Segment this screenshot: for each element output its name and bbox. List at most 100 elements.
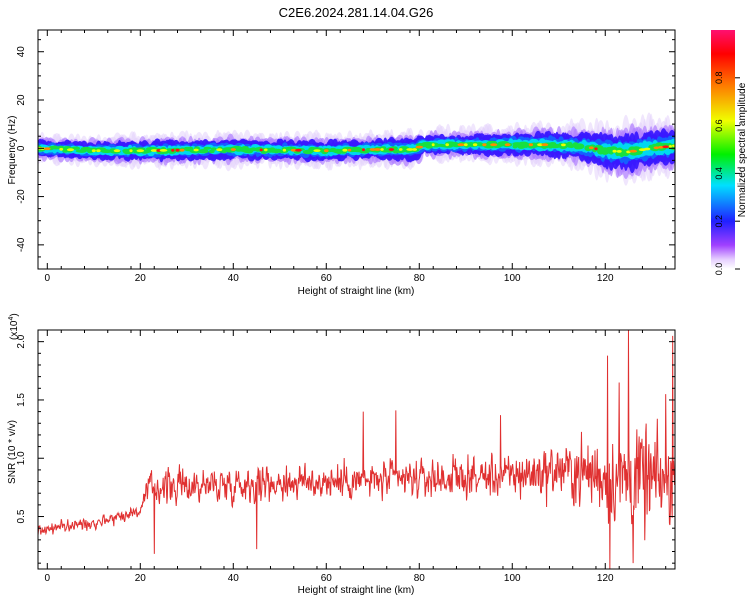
spectrogram-ridge xyxy=(38,112,675,186)
colorbar-ticks: 0.0 0.2 0.4 0.6 0.8 xyxy=(714,72,740,276)
spectrogram-hotspot xyxy=(380,148,384,151)
spectrogram-hotspot xyxy=(136,149,145,153)
snr-xtick-label-5: 100 xyxy=(504,573,521,584)
colorbar-tick-label-0: 0.0 xyxy=(714,263,724,276)
spectrogram-hotspot xyxy=(362,148,365,152)
spectrogram-frame xyxy=(37,29,676,270)
snr-ylabel: SNR (10 * v/v) xyxy=(7,420,18,484)
spectrogram-hotspot xyxy=(561,143,566,147)
snr-xlabel: Height of straight line (km) xyxy=(298,585,415,596)
spectrogram-hotspot xyxy=(150,149,158,152)
spectrogram-hotspot xyxy=(616,150,622,153)
spectrogram-hotspot xyxy=(313,149,321,153)
spectrogram-blob xyxy=(203,146,212,150)
snr-xtick-label-2: 40 xyxy=(228,573,240,584)
spectrogram-hotspot xyxy=(482,143,487,147)
spectrogram-hotspot xyxy=(398,148,403,151)
spectrogram-xtick-label-2: 40 xyxy=(228,273,240,284)
spectrogram-hotspot xyxy=(159,149,168,152)
spectrogram-hotspot xyxy=(668,145,673,148)
spectrogram-hotspot xyxy=(216,148,223,152)
spectrogram-hotspot xyxy=(594,147,598,151)
spectrogram-hotspot xyxy=(588,146,594,150)
spectrogram-hotspot xyxy=(193,148,199,152)
snr-multiplier-label: (x104) xyxy=(8,313,20,340)
spectrogram-xtick-label-4: 80 xyxy=(414,273,426,284)
spectrogram-hotspot xyxy=(342,148,348,152)
spectrogram-hotspot xyxy=(541,143,549,147)
spectrogram-hotspot xyxy=(662,145,670,149)
spectrogram-hotspot xyxy=(175,148,180,152)
spectrogram-xlabel: Height of straight line (km) xyxy=(298,286,415,297)
spectrogram-hotspot xyxy=(282,148,287,152)
spectrogram-hotspot xyxy=(406,148,414,151)
snr-series-line xyxy=(38,330,675,569)
spectrogram-hotspot xyxy=(113,149,121,153)
spectrogram-hotspot xyxy=(295,148,302,152)
spectrogram-hotspot xyxy=(490,143,498,147)
spectrogram-hotspot xyxy=(671,144,675,148)
snr-xtick-label-4: 80 xyxy=(414,573,426,584)
spectrogram-hotspot xyxy=(445,143,450,147)
snr-xtick-label-1: 20 xyxy=(135,573,147,584)
spectrogram-hotspot xyxy=(653,146,660,150)
spectrogram-hotspot xyxy=(537,143,544,147)
spectrogram-xtick-label-6: 120 xyxy=(597,273,614,284)
spectrogram-blob xyxy=(575,143,585,150)
colorbar-tick-label-2: 0.4 xyxy=(714,167,724,180)
spectrogram-hotspot xyxy=(230,148,236,151)
spectrogram-hotspot xyxy=(388,148,395,151)
snr-panel: 0 20 40 60 80 100 120 0.5 1.0 1.5 2.0 Height of st… xyxy=(7,313,676,596)
snr-xtick-label-3: 60 xyxy=(321,573,333,584)
spectrogram-xtick-label-5: 100 xyxy=(504,273,521,284)
colorbar-tick-label-3: 0.6 xyxy=(714,119,724,132)
spectrogram-hotspot xyxy=(259,148,263,152)
spectrogram-ytick-label-0: 40 xyxy=(16,46,27,58)
spectrogram-hotspot xyxy=(612,149,617,153)
spectrogram-xtick-label-1: 20 xyxy=(135,273,147,284)
spectrogram-hotspot xyxy=(415,145,424,149)
spectrogram-blob xyxy=(202,149,209,153)
spectrogram-hotspot xyxy=(324,149,329,153)
spectrogram-blob xyxy=(210,147,217,151)
snr-ytick-label-1: 1.0 xyxy=(16,451,27,465)
spectrogram-xtick-label-0: 0 xyxy=(45,273,51,284)
spectrogram-hotspot xyxy=(59,147,64,151)
spectrogram-hotspot xyxy=(643,147,651,151)
colorbar-tick-label-4: 0.8 xyxy=(714,72,724,85)
figure-title: C2E6.2024.281.14.04.G26 xyxy=(279,5,434,20)
spectrogram-hotspot xyxy=(290,148,297,152)
spectrogram-hotspot xyxy=(463,143,468,147)
spectrogram-hotspot xyxy=(629,149,638,153)
snr-multiplier: (x104) xyxy=(8,313,20,340)
spectrogram-hotspot xyxy=(96,149,101,153)
spectrogram-ytick-label-1: 20 xyxy=(16,94,27,106)
spectrogram-hotspot xyxy=(129,149,133,153)
colorbar: 0.0 0.2 0.4 0.6 0.8 Normalized spectral ampl… xyxy=(711,30,748,275)
spectrogram-hotspot xyxy=(91,149,96,153)
spectrogram-hotspot xyxy=(347,148,352,152)
spectrogram-hotspot xyxy=(412,148,417,151)
spectrogram-hotspot xyxy=(457,143,465,147)
spectrogram-hotspot xyxy=(43,147,51,151)
snr-background xyxy=(38,330,675,569)
spectrogram-panel: 0 20 40 60 80 100 120 40 20 0 -20 -40 Height of str… xyxy=(7,29,676,297)
spectrogram-hotspot xyxy=(373,148,381,151)
snr-xtick-label-0: 0 xyxy=(45,573,51,584)
spectrogram-ylabel: Frequency (Hz) xyxy=(7,116,18,185)
spectrogram-hotspot xyxy=(171,148,175,152)
spectrogram-hotspot xyxy=(66,148,75,152)
colorbar-tick-label-1: 0.2 xyxy=(714,215,724,228)
spectrogram-ytick-label-2: 0 xyxy=(16,145,27,151)
snr-ytick-label-2: 1.5 xyxy=(16,393,27,407)
colorbar-gradient xyxy=(711,30,735,269)
spectrogram-hotspot xyxy=(472,143,478,147)
spectrogram-hotspot xyxy=(431,143,435,147)
spectrogram-hotspot xyxy=(504,143,511,147)
snr-ytick-label-0: 0.5 xyxy=(16,509,27,523)
spectrogram-hotspot xyxy=(179,148,185,152)
colorbar-label: Normalized spectral amplitude xyxy=(737,82,748,217)
snr-ytick-label-3: 2.0 xyxy=(16,334,27,348)
spectrogram-ytick-label-4: -40 xyxy=(16,237,27,252)
